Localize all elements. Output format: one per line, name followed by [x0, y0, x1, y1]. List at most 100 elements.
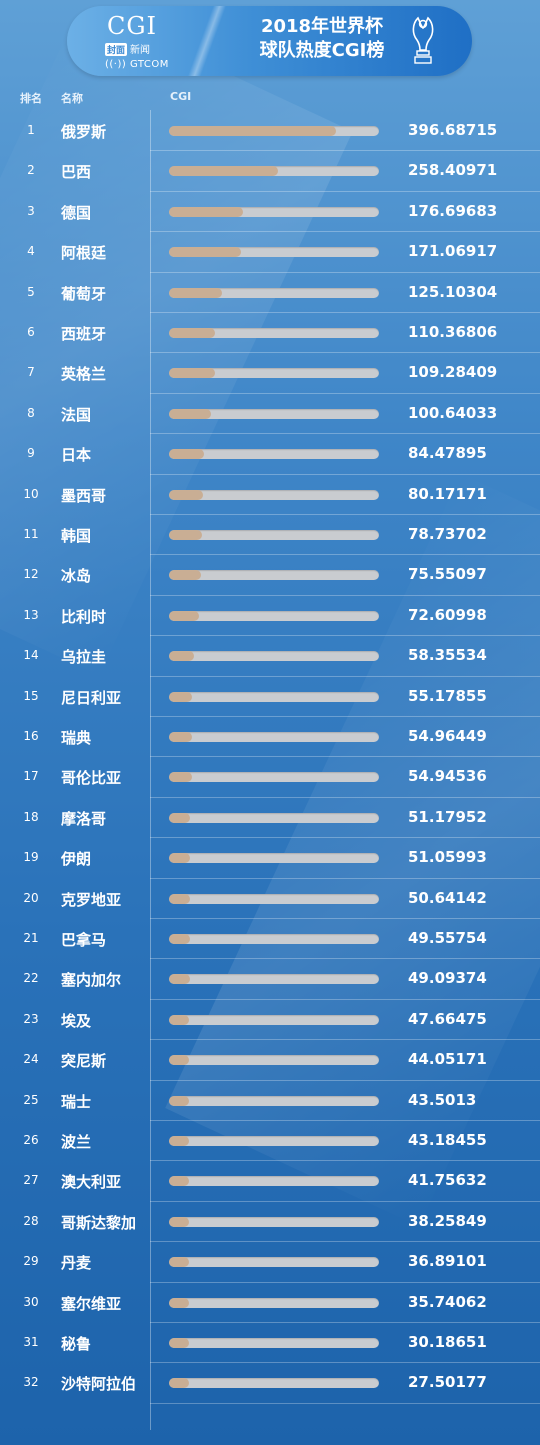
bar [169, 974, 190, 985]
bar-track [169, 893, 379, 904]
table-row: 20 克罗地亚 50.64142 [0, 879, 540, 919]
row-team-name: 巴西 [61, 163, 92, 182]
row-rank: 4 [27, 244, 35, 259]
row-cgi-value: 47.66475 [408, 1009, 487, 1028]
bar [169, 368, 215, 379]
row-team-name: 瑞典 [61, 729, 92, 747]
header-rank: 排名 [20, 92, 42, 105]
row-cgi-value: 72.60998 [408, 605, 487, 624]
bar [169, 166, 278, 177]
bar [169, 1055, 189, 1066]
row-separator [150, 1281, 540, 1283]
row-separator [150, 1160, 540, 1162]
table-row: 3 德国 176.69683 [0, 192, 540, 233]
row-team-name: 克罗地亚 [61, 890, 122, 909]
row-cgi-value: 125.10304 [408, 282, 498, 301]
bar-track [169, 1338, 379, 1348]
row-rank: 19 [23, 850, 39, 865]
gtcom-logo: ((·)) GTCOM [105, 59, 169, 70]
bar-track [169, 651, 379, 662]
table-row: 21 巴拿马 49.55754 [0, 919, 540, 960]
row-rank: 13 [23, 607, 39, 622]
bar [169, 247, 241, 258]
row-separator [150, 594, 540, 596]
row-rank: 16 [23, 729, 39, 743]
row-separator [150, 756, 540, 758]
bar-track [169, 570, 379, 581]
row-cgi-value: 110.36806 [408, 323, 498, 341]
row-separator [150, 392, 540, 394]
row-cgi-value: 100.64033 [408, 403, 498, 422]
table-row: 14 乌拉圭 58.35534 [0, 636, 540, 677]
row-team-name: 塞尔维亚 [61, 1294, 122, 1313]
row-rank: 1 [27, 123, 35, 137]
row-separator [150, 675, 540, 677]
bar [169, 934, 190, 944]
bar [169, 530, 203, 540]
row-separator [150, 998, 540, 1000]
row-separator [150, 837, 540, 839]
row-team-name: 俄罗斯 [61, 123, 107, 141]
row-team-name: 英格兰 [61, 365, 107, 384]
row-team-name: 尼日利亚 [61, 688, 122, 707]
row-rank: 5 [27, 284, 35, 299]
bar [169, 449, 205, 460]
gtcom-logo-text: GTCOM [129, 59, 169, 70]
table-row: 30 塞尔维亚 35.74062 [0, 1283, 540, 1323]
bar [169, 610, 200, 621]
row-rank: 25 [23, 1092, 39, 1107]
row-rank: 15 [23, 688, 39, 703]
table-row: 12 冰岛 75.55097 [0, 555, 540, 596]
row-separator [150, 150, 540, 152]
bar [169, 772, 193, 783]
bar [169, 1297, 189, 1308]
row-separator [150, 635, 540, 637]
row-separator [150, 271, 540, 273]
bar [169, 1257, 189, 1268]
row-team-name: 阿根廷 [61, 244, 107, 263]
table-row: 8 法国 100.64033 [0, 394, 540, 435]
bar [169, 812, 191, 823]
bar-track [169, 1136, 379, 1146]
row-separator [150, 1241, 540, 1243]
row-separator [150, 473, 540, 475]
table-row: 13 比利时 72.60998 [0, 596, 540, 637]
row-team-name: 葡萄牙 [61, 284, 107, 303]
row-cgi-value: 44.05171 [408, 1050, 487, 1069]
bar-track [169, 247, 379, 258]
row-team-name: 比利时 [61, 607, 107, 626]
table-row: 32 沙特阿拉伯 27.50177 [0, 1363, 540, 1404]
bar-track [169, 1378, 379, 1389]
row-team-name: 墨西哥 [61, 486, 107, 505]
bar-track [169, 206, 379, 217]
row-cgi-value: 43.5013 [408, 1090, 477, 1109]
table-row: 27 澳大利亚 41.75632 [0, 1161, 540, 1202]
bar-track [169, 1216, 379, 1227]
table-row: 26 波兰 43.18455 [0, 1121, 540, 1162]
row-team-name: 丹麦 [61, 1254, 92, 1273]
row-rank: 21 [23, 931, 39, 945]
row-rank: 7 [27, 365, 35, 380]
bar [169, 1014, 190, 1025]
row-cgi-value: 36.89101 [408, 1252, 487, 1271]
bar [169, 126, 336, 136]
bar [169, 651, 194, 662]
row-rank: 26 [23, 1133, 39, 1147]
row-separator [150, 877, 540, 879]
row-rank: 8 [27, 405, 35, 420]
row-rank: 23 [23, 1011, 39, 1026]
cover-news-logo-box: 封面 [105, 43, 128, 56]
table-row: 31 秘鲁 30.18651 [0, 1323, 540, 1364]
table-row: 22 塞内加尔 49.09374 [0, 959, 540, 1000]
row-rank: 28 [23, 1213, 39, 1228]
table-row: 23 埃及 47.66475 [0, 1000, 540, 1041]
row-separator [150, 352, 540, 354]
bar [169, 1216, 189, 1227]
bar-track [169, 974, 379, 985]
row-team-name: 突尼斯 [61, 1052, 107, 1071]
bar [169, 1095, 189, 1106]
bar-track [169, 166, 379, 177]
row-rank: 32 [23, 1375, 39, 1390]
row-separator [150, 1079, 540, 1081]
bar [169, 408, 212, 419]
